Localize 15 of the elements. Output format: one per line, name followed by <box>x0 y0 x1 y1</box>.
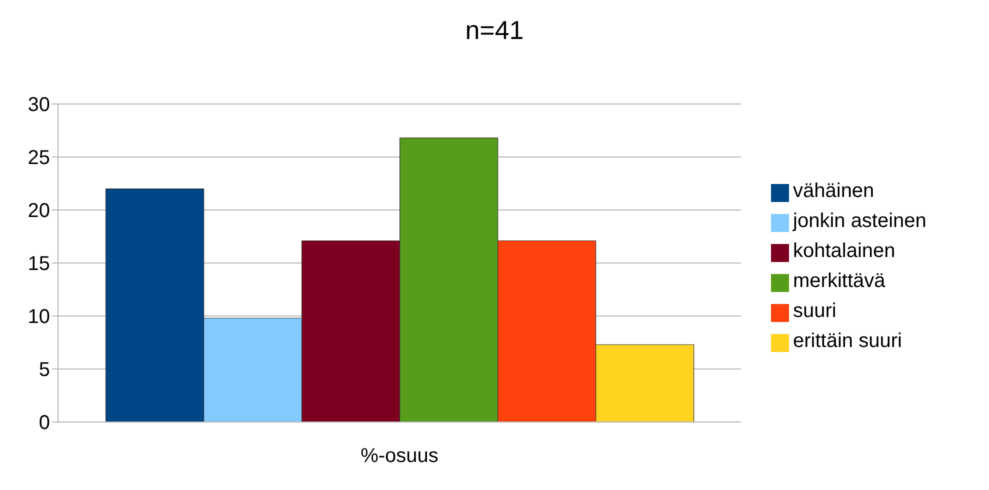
legend-label: merkittävä <box>793 270 886 292</box>
y-tick-label: 10 <box>28 306 50 328</box>
y-tick-label: 20 <box>28 200 50 222</box>
legend-label: kohtalainen <box>793 240 896 262</box>
y-tick-label: 15 <box>28 253 50 276</box>
y-tick-label: 0 <box>38 412 50 434</box>
y-tick-label: 5 <box>38 359 50 382</box>
legend-label: vähäinen <box>793 180 874 202</box>
y-tick-label: 25 <box>28 147 50 170</box>
y-tick-label: 30 <box>28 94 50 116</box>
legend-label: suuri <box>793 300 836 322</box>
legend-label: jonkin asteinen <box>793 210 926 232</box>
x-axis-title: %-osuus <box>360 445 438 467</box>
legend-label: erittäin suuri <box>793 330 902 352</box>
chart-title: n=41 <box>464 14 525 47</box>
